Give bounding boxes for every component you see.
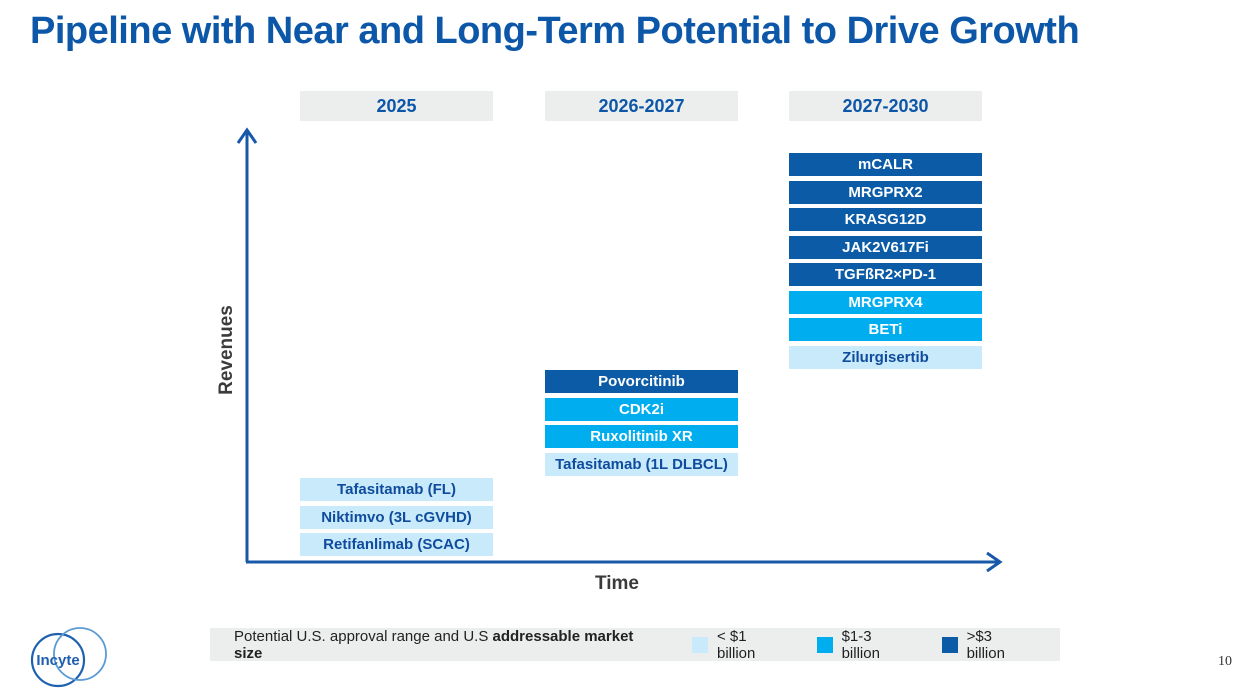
- pipeline-bar: mCALR: [789, 153, 982, 176]
- period-header: 2027-2030: [789, 91, 982, 121]
- pipeline-bar: Ruxolitinib XR: [545, 425, 738, 448]
- incyte-logo-text: Incyte: [36, 652, 79, 669]
- legend-swatch-light: [692, 636, 708, 653]
- legend-swatch-mid: [816, 636, 833, 653]
- legend-title: Potential U.S. approval range and U.S ad…: [234, 628, 664, 662]
- legend-title-regular: Potential U.S. approval range and U.S: [234, 627, 493, 645]
- legend-bar: Potential U.S. approval range and U.S ad…: [210, 628, 1060, 662]
- y-axis-label: Revenues: [216, 305, 237, 395]
- legend-item: >$3 billion: [941, 627, 1034, 662]
- pipeline-bar: Tafasitamab (FL): [300, 478, 493, 501]
- period-header: 2026-2027: [545, 91, 738, 121]
- pipeline-bar: MRGPRX2: [789, 180, 982, 204]
- slide-title: Pipeline with Near and Long-Term Potenti…: [30, 10, 1080, 52]
- legend-item: $1-3 billion: [816, 627, 914, 662]
- pipeline-bar: Povorcitinib: [545, 370, 738, 393]
- legend-label: < $1 billion: [717, 627, 756, 662]
- legend-item: < $1 billion: [692, 628, 789, 662]
- legend-title-bold: addressable market size: [234, 627, 634, 662]
- pipeline-bar: TGFßR2×PD-1: [789, 263, 982, 286]
- pipeline-bar: MRGPRX4: [789, 290, 982, 314]
- pipeline-bar: Niktimvo (3L cGVHD): [300, 505, 493, 529]
- pipeline-bar: Retifanlimab (SCAC): [300, 533, 493, 556]
- bar-stack: mCALR MRGPRX2 KRASG12D JAK2V617Fi TGFßR2×PD-…: [789, 153, 982, 373]
- legend-label: $1-3 billion: [841, 627, 880, 662]
- pipeline-bar: CDK2i: [545, 397, 738, 421]
- pipeline-bar: Zilurgisertib: [789, 345, 982, 369]
- pipeline-bar: BETi: [789, 318, 982, 341]
- period-header: 2025: [300, 91, 493, 121]
- x-axis-label: Time: [594, 573, 640, 594]
- legend-label: >$3 billion: [966, 627, 1005, 662]
- pipeline-bar: KRASG12D: [789, 208, 982, 231]
- bar-stack: Povorcitinib CDK2i Ruxolitinib XR Tafasitam…: [545, 370, 738, 480]
- axes: [236, 127, 1003, 573]
- legend-swatch-dark: [941, 636, 958, 653]
- page-number: 10: [1218, 654, 1232, 669]
- pipeline-bar: Tafasitamab (1L DLBCL): [545, 452, 738, 476]
- bar-stack: Tafasitamab (FL) Niktimvo (3L cGVHD) Retif…: [300, 478, 493, 561]
- pipeline-bar: JAK2V617Fi: [789, 235, 982, 259]
- legend-items: < $1 billion $1-3 billion >$3 billion: [664, 628, 1034, 662]
- incyte-logo: Incyte: [30, 627, 107, 688]
